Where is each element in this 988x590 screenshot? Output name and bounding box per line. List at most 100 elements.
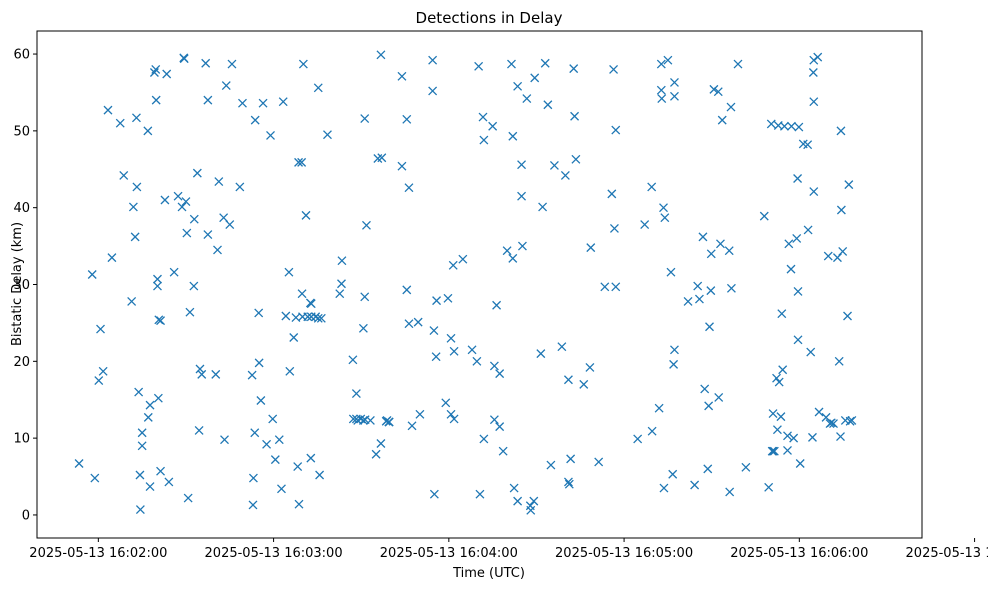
data-point	[360, 292, 370, 302]
data-point	[313, 83, 323, 93]
data-point	[845, 416, 855, 426]
data-point	[248, 473, 258, 483]
data-point	[479, 135, 489, 145]
data-point	[783, 431, 792, 441]
data-point	[693, 281, 703, 291]
data-point	[640, 220, 650, 230]
data-point	[703, 464, 713, 474]
data-point	[557, 342, 567, 352]
data-point	[432, 296, 442, 306]
data-point	[774, 377, 784, 387]
data-point	[197, 369, 207, 379]
y-axis-ticks: 0 10 20 30 40 50 60	[13, 48, 37, 523]
data-points	[74, 50, 857, 515]
data-point	[413, 317, 423, 327]
data-point	[225, 220, 235, 230]
data-point	[513, 496, 523, 506]
data-point	[107, 253, 117, 263]
data-point	[137, 441, 147, 451]
data-point	[131, 113, 141, 123]
data-point	[670, 78, 679, 87]
data-point	[404, 319, 414, 329]
data-point	[834, 356, 844, 366]
data-point	[154, 315, 164, 325]
data-point	[472, 356, 482, 366]
data-point	[384, 417, 394, 427]
data-point	[119, 170, 129, 180]
data-point	[647, 426, 657, 436]
data-point	[726, 102, 736, 112]
x-tick-label: 2025-05-13 16:07:00	[906, 546, 988, 561]
data-point	[607, 189, 617, 199]
data-point	[151, 95, 161, 105]
data-point	[660, 213, 670, 223]
data-point	[716, 239, 725, 249]
data-point	[221, 81, 231, 91]
data-point	[776, 412, 786, 422]
data-point	[211, 369, 221, 379]
data-point	[134, 387, 144, 397]
data-point	[306, 312, 316, 322]
data-point	[724, 246, 734, 256]
data-point	[659, 203, 668, 213]
x-tick-label: 2025-05-13 16:06:00	[730, 546, 868, 561]
data-point	[446, 333, 456, 343]
data-point	[306, 453, 316, 463]
data-point	[814, 407, 824, 417]
data-point	[214, 177, 224, 187]
data-point	[293, 462, 303, 472]
data-point	[313, 313, 323, 323]
data-point	[360, 114, 370, 124]
data-point	[517, 160, 527, 170]
data-point	[323, 130, 332, 140]
data-point	[254, 308, 264, 318]
data-point	[247, 370, 257, 380]
data-point	[809, 187, 819, 197]
data-point	[177, 202, 187, 212]
x-tick-label: 2025-05-13 16:03:00	[205, 546, 343, 561]
data-point	[115, 118, 125, 128]
x-tick-label: 2025-05-13 16:05:00	[555, 546, 693, 561]
data-point	[489, 415, 499, 425]
data-point	[536, 349, 546, 359]
data-point	[415, 409, 425, 419]
data-point	[659, 483, 669, 493]
data-point	[698, 232, 708, 242]
data-point	[268, 414, 278, 424]
data-point	[203, 95, 213, 105]
data-point	[668, 469, 678, 479]
data-point	[517, 191, 527, 201]
data-point	[467, 345, 477, 355]
data-point	[194, 425, 204, 435]
data-point	[549, 160, 559, 170]
data-point	[836, 126, 846, 136]
data-point	[725, 487, 735, 497]
data-point	[508, 131, 518, 141]
data-point	[145, 400, 155, 410]
data-point	[376, 50, 386, 60]
data-point	[337, 256, 347, 266]
data-point	[768, 446, 778, 456]
data-point	[164, 477, 174, 487]
data-point	[189, 214, 199, 224]
data-point	[235, 182, 245, 192]
data-point	[404, 183, 414, 193]
data-point	[449, 346, 459, 356]
data-point	[449, 414, 459, 424]
data-point	[813, 52, 823, 62]
data-point	[563, 375, 573, 385]
data-point	[153, 393, 163, 403]
data-point	[633, 434, 643, 444]
data-point	[274, 435, 284, 445]
data-point	[96, 324, 105, 334]
data-point	[498, 446, 508, 456]
data-point	[213, 245, 222, 255]
data-point	[135, 470, 145, 480]
data-point	[201, 58, 211, 68]
data-point	[779, 121, 789, 131]
data-point	[502, 246, 512, 256]
data-point	[657, 94, 667, 104]
data-point	[431, 352, 441, 362]
data-point	[337, 279, 346, 289]
data-point	[74, 459, 84, 468]
